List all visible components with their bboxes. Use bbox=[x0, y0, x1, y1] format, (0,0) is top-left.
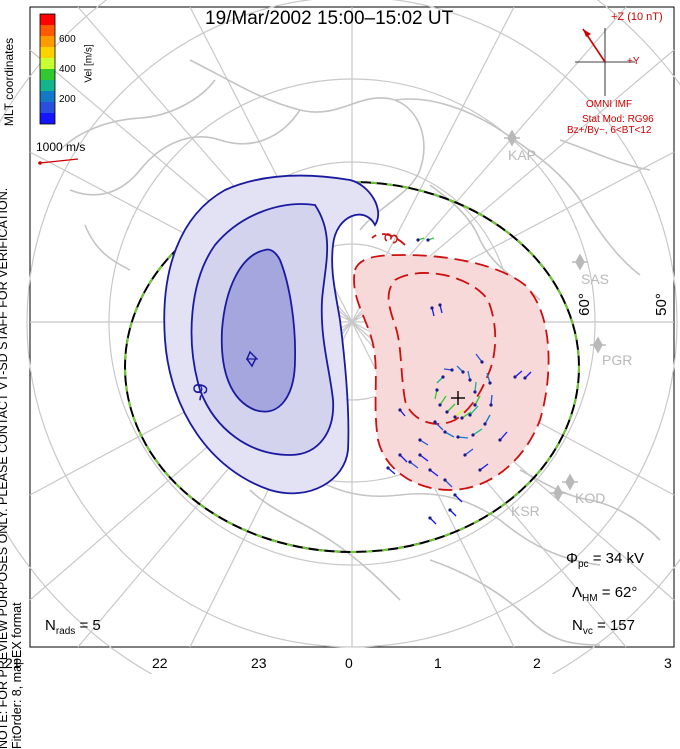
station-label-kod: KOD bbox=[575, 490, 606, 506]
nvc-subscript: vc bbox=[582, 626, 593, 637]
imf-y-label: +Y bbox=[627, 56, 640, 67]
station-label-sas: SAS bbox=[581, 271, 610, 287]
radar-count: Nrads = 5 bbox=[45, 617, 101, 637]
stat-model-label: Stat Mod: RG96 bbox=[582, 114, 654, 125]
radar-station-markers bbox=[504, 129, 606, 502]
colorbar-tick: 200 bbox=[59, 94, 76, 105]
coordinate-system-label: MLT coordinates bbox=[2, 37, 17, 127]
mlt-label: 2 bbox=[533, 655, 541, 671]
negative-potential-cell bbox=[163, 174, 380, 495]
station-label-kap: KAP bbox=[508, 147, 537, 163]
velocity-colorbar bbox=[39, 13, 56, 125]
nvc-value: = 157 bbox=[597, 617, 635, 634]
station-label-pgr: PGR bbox=[602, 352, 633, 368]
plot-title: 19/Mar/2002 15:00–15:02 UT bbox=[205, 8, 454, 29]
nrads-subscript: rads bbox=[55, 626, 76, 637]
preview-note: NOTE: FOR PREVIEW PURPOSES ONLY. PLEASE … bbox=[0, 187, 24, 749]
latitude-label-50: 50° bbox=[652, 293, 670, 316]
lambda-subscript: HM bbox=[582, 593, 598, 604]
contour-label-negative: -9 bbox=[188, 382, 213, 403]
phi-value: = 34 kV bbox=[592, 550, 644, 567]
phi-symbol: Φ bbox=[566, 550, 578, 567]
station-label-ksr: KSR bbox=[511, 503, 540, 519]
velocity-vector-dots bbox=[386, 238, 527, 520]
positive-potential-cell bbox=[353, 233, 550, 491]
reference-vector-label: 1000 m/s bbox=[36, 140, 86, 154]
colorbar-title: Vel [m/s] bbox=[83, 44, 95, 83]
nrads-value: = 5 bbox=[79, 617, 101, 634]
imf-source-label: OMNI IMF bbox=[586, 99, 633, 110]
mlt-label: 0 bbox=[345, 655, 353, 671]
preview-note-line: NOTE: FOR PREVIEW PURPOSES ONLY. PLEASE … bbox=[0, 187, 10, 749]
cross-polar-potential: Φpc = 34 kV bbox=[566, 550, 644, 570]
hm-boundary-latitude: ΛHM = 62° bbox=[572, 584, 637, 604]
convection-map: -9 3 bbox=[0, 0, 680, 674]
lambda-value: = 62° bbox=[601, 584, 638, 601]
colorbar-tick: 600 bbox=[59, 34, 76, 45]
mlt-label: 23 bbox=[251, 655, 267, 671]
colorbar-tick: 400 bbox=[59, 64, 76, 75]
mlt-label: 21 bbox=[5, 655, 21, 671]
mlt-label: 22 bbox=[152, 655, 168, 671]
nrads-symbol: N bbox=[45, 617, 56, 634]
fit-order-line: FitOrder: 8, mapEX format bbox=[10, 602, 24, 749]
mlt-label: 3 bbox=[664, 655, 672, 671]
nvc-symbol: N bbox=[572, 617, 583, 634]
mlt-label: 1 bbox=[434, 655, 442, 671]
imf-z-label: +Z (10 nT) bbox=[611, 11, 663, 23]
reference-vector bbox=[38, 158, 79, 165]
stat-model-bin-label: Bz+/By−, 6<BT<12 bbox=[567, 125, 652, 136]
imf-clock-dial bbox=[575, 28, 635, 96]
contour-label-positive: 3 bbox=[381, 231, 404, 247]
latitude-label-60: 60° bbox=[575, 293, 593, 316]
vector-count: Nvc = 157 bbox=[572, 617, 635, 637]
lambda-symbol: Λ bbox=[572, 584, 583, 601]
phi-subscript: pc bbox=[577, 559, 589, 570]
